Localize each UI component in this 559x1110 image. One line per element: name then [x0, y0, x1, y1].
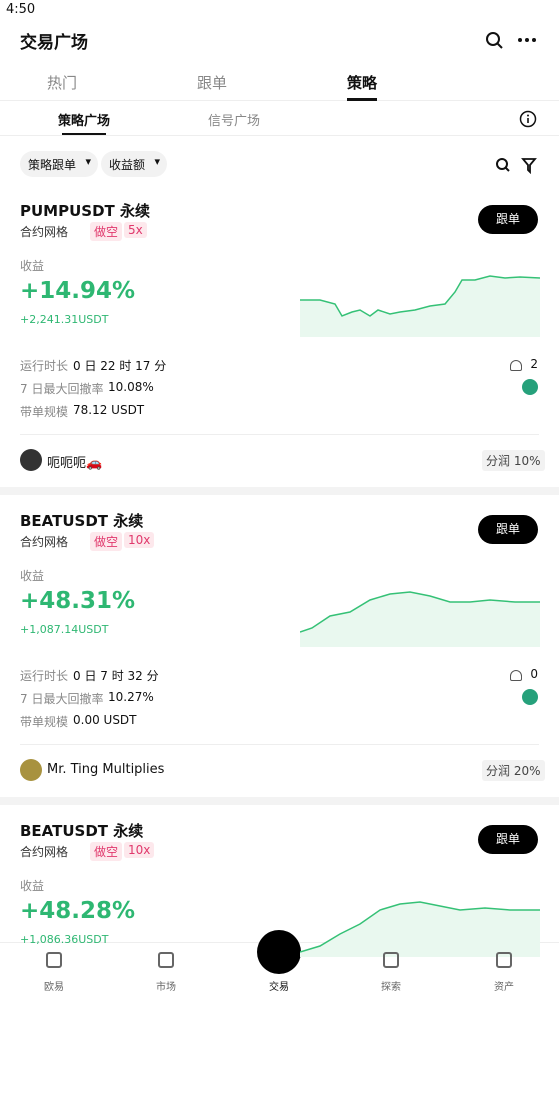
scale-label: 带单规模 [20, 715, 69, 729]
chip-arrow: ▾ [85, 155, 92, 168]
leverage-tag: 10x [124, 842, 155, 858]
card-separator [0, 487, 559, 495]
trade-button[interactable] [257, 930, 301, 974]
leverage-tag: 5x [124, 222, 147, 238]
avatar [20, 759, 42, 781]
avatar [20, 449, 42, 471]
pnl-label: 收益 [20, 569, 45, 583]
drawdown-value: 10.08% [108, 380, 154, 394]
nav-item[interactable]: 市场 [156, 982, 176, 993]
nav-icon [158, 952, 174, 968]
tab-indicator [347, 98, 377, 101]
drawdown-value: 10.27% [108, 690, 154, 704]
header-icons[interactable] [484, 30, 540, 50]
divider [0, 135, 559, 136]
tab[interactable]: 跟单 [196, 74, 227, 92]
tab[interactable]: 热门 [46, 74, 77, 92]
followers-icon [510, 360, 522, 371]
divider [20, 434, 539, 435]
pair: BEATUSDT 永续 [20, 822, 144, 840]
divider [20, 744, 539, 745]
scale-label: 带单规模 [20, 405, 69, 419]
pair: BEATUSDT 永续 [20, 512, 144, 530]
filter-chip[interactable]: 收益额 ▾ [101, 151, 168, 177]
followers-icon [510, 670, 522, 681]
followers: 2 [530, 357, 538, 371]
side-tag: 做空 [90, 842, 123, 861]
side-tag: 做空 [90, 222, 123, 241]
profit-share: 分润 10% [482, 450, 545, 471]
subtab[interactable]: 信号广场 [207, 114, 260, 129]
coin-icon [522, 689, 538, 705]
nav-icon [383, 952, 399, 968]
card-separator [0, 797, 559, 805]
coin-icon [522, 379, 538, 395]
follow-button[interactable]: 跟单 [478, 205, 538, 234]
profit-share: 分润 20% [482, 760, 545, 781]
pnl-pct: +48.31% [20, 588, 136, 614]
pnl-amount: +1,087.14USDT [20, 623, 109, 636]
info-icon[interactable] [519, 110, 537, 128]
type-tag: 合约网格 [20, 535, 69, 549]
drawdown-label: 7 日最大回撤率 [20, 382, 104, 396]
type-tag: 合约网格 [20, 845, 69, 859]
pnl-label: 收益 [20, 259, 45, 273]
pnl-amount: +2,241.31USDT [20, 313, 109, 326]
nav-item[interactable]: 探索 [381, 982, 401, 993]
subtab[interactable]: 策略广场 [57, 114, 110, 129]
scale-value: 0.00 USDT [73, 713, 137, 727]
follow-button[interactable]: 跟单 [478, 825, 538, 854]
runtime-label: 运行时长 [20, 359, 69, 373]
sparkline [300, 591, 540, 647]
pnl-label: 收益 [20, 879, 45, 893]
screen: 4:50 交易广场 (() => { const data = JSON.par… [0, 2, 559, 993]
runtime-value: 0 日 22 时 17 分 [73, 359, 167, 373]
nav-icon [46, 952, 62, 968]
leverage-tag: 10x [124, 532, 155, 548]
runtime-label: 运行时长 [20, 669, 69, 683]
type-tag: 合约网格 [20, 225, 69, 239]
filter-chip[interactable]: 策略跟单 ▾ [20, 151, 99, 177]
username: Mr. Ting Multiplies [47, 762, 165, 777]
followers: 0 [530, 667, 538, 681]
nav-item[interactable]: 交易 [269, 982, 289, 993]
nav-item[interactable]: 资产 [494, 982, 514, 993]
side-tag: 做空 [90, 532, 123, 551]
pnl-pct: +48.28% [20, 898, 136, 924]
pnl-amount: +1,086.36USDT [20, 933, 109, 946]
subtab-indicator [62, 133, 106, 135]
strategy-card: BEATUSDT 永续合约网格 做空 10x 跟单收益 +48.31% +1,087.14… [0, 500, 559, 800]
follow-button[interactable]: 跟单 [478, 515, 538, 544]
nav-icon [496, 952, 512, 968]
status-time: 4:50 [6, 2, 36, 17]
strategy-card: BEATUSDT 永续合约网格 做空 10x 跟单收益 +48.28% +1,086.36… [0, 810, 559, 1110]
sparkline [300, 275, 540, 337]
tab[interactable]: 策略 [346, 74, 377, 92]
pair: PUMPUSDT 永续 [20, 202, 150, 220]
chip-arrow: ▾ [154, 155, 161, 168]
nav-item[interactable]: 欧易 [44, 982, 64, 993]
username: 呃呃呃🚗 [47, 456, 103, 471]
filter-icons[interactable] [494, 156, 540, 174]
pnl-pct: +14.94% [20, 278, 136, 304]
strategy-card: PUMPUSDT 永续合约网格 做空 5x 跟单收益 +14.94% +2,241.31U… [0, 190, 559, 490]
sparkline [300, 901, 540, 957]
drawdown-label: 7 日最大回撤率 [20, 692, 104, 706]
scale-value: 78.12 USDT [73, 403, 145, 417]
trade-icon [271, 940, 287, 962]
runtime-value: 0 日 7 时 32 分 [73, 669, 159, 683]
divider [0, 100, 559, 101]
page-title: 交易广场 [20, 33, 88, 53]
